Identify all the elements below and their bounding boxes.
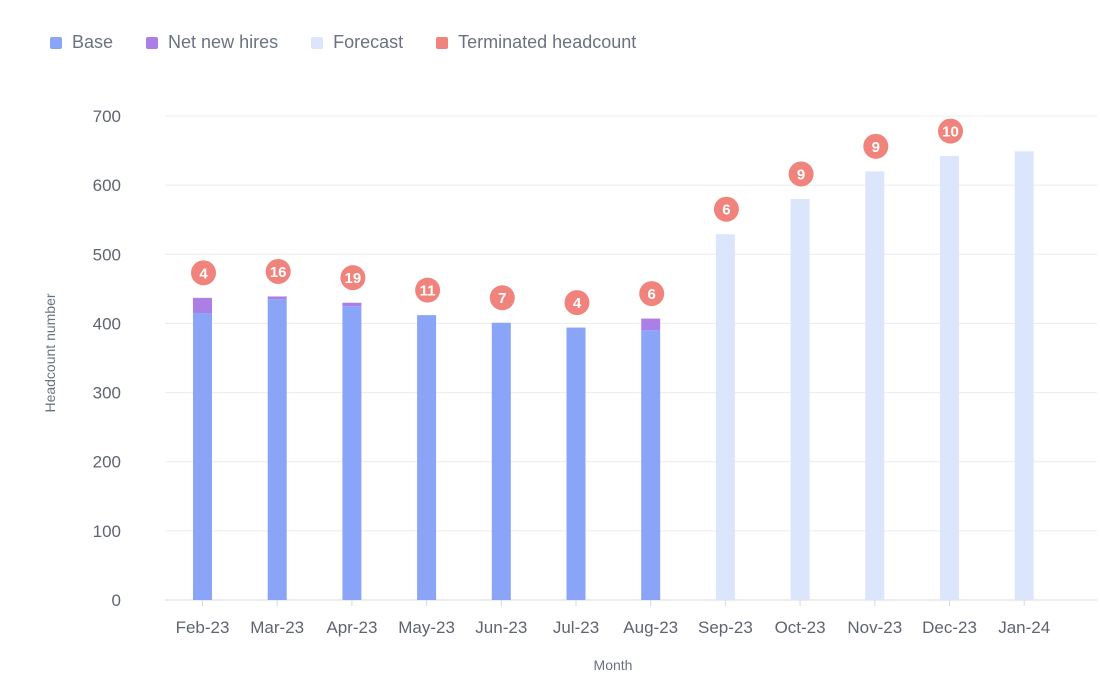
terminated-label: 4 (573, 295, 582, 312)
legend-item-base[interactable]: Base (50, 32, 113, 53)
bar-forecast[interactable] (715, 234, 735, 600)
terminated-marker[interactable] (340, 265, 366, 291)
bar-net-new-hires[interactable] (193, 297, 212, 314)
x-tick-label: Jul-23 (553, 618, 599, 637)
y-tick-label: 0 (112, 591, 121, 610)
terminated-marker[interactable] (713, 196, 739, 222)
legend-swatch-forecast (311, 36, 324, 49)
x-tick-label: Mar-23 (250, 618, 304, 637)
y-tick-label: 400 (93, 314, 121, 333)
y-tick-label: 100 (93, 522, 121, 541)
y-tick-label: 200 (93, 453, 121, 472)
bar-forecast[interactable] (940, 156, 959, 601)
x-tick-label: Apr-23 (326, 618, 377, 637)
legend-item-forecast[interactable]: Forecast (311, 32, 403, 53)
terminated-marker[interactable] (564, 290, 590, 316)
legend-swatch-base (50, 36, 62, 49)
bar-forecast[interactable] (790, 198, 810, 600)
terminated-marker[interactable] (489, 285, 515, 311)
bar-base[interactable] (566, 327, 586, 600)
terminated-marker[interactable] (191, 260, 216, 286)
terminated-label: 11 (420, 283, 436, 300)
terminated-label: 6 (648, 286, 656, 303)
y-axis-title: Headcount number (42, 293, 58, 412)
x-axis: Feb-23 Mar-23 Apr-23 May-23 Jun-23 Jul-23 Aug-… (176, 600, 1050, 637)
legend-item-net-new-hires[interactable]: Net new hires (146, 32, 278, 53)
x-tick-label: Nov-23 (847, 618, 902, 637)
terminated-label: 4 (199, 265, 208, 282)
legend: Base Net new hires Forecast Terminated h… (50, 32, 636, 53)
bar-base[interactable] (417, 315, 437, 600)
legend-swatch-net-new-hires (146, 36, 159, 49)
bar-net-new-hires[interactable] (267, 296, 287, 300)
terminated-label: 6 (722, 202, 730, 219)
y-tick-label: 500 (93, 245, 121, 264)
terminated-marker[interactable] (415, 277, 441, 303)
x-tick-label: Dec-23 (922, 618, 977, 637)
bar-base[interactable] (267, 299, 287, 600)
legend-label-base: Base (72, 32, 114, 52)
terminated-label: 9 (872, 139, 880, 156)
legend-item-terminated-headcount[interactable]: Terminated headcount (436, 32, 636, 53)
x-tick-label: Jun-23 (475, 618, 527, 637)
y-tick-label: 300 (93, 384, 121, 403)
terminated-marker[interactable] (938, 118, 963, 144)
legend-label-terminated-headcount: Terminated headcount (458, 32, 637, 52)
bar-base[interactable] (491, 322, 511, 600)
terminated-marker[interactable] (863, 133, 889, 159)
x-tick-label: May-23 (398, 618, 455, 637)
bar-base[interactable] (641, 330, 661, 600)
y-tick-label: 700 (93, 107, 121, 126)
bar-base[interactable] (342, 306, 362, 600)
bar-forecast[interactable] (865, 171, 885, 601)
bar-net-new-hires[interactable] (342, 302, 362, 307)
bar-net-new-hires[interactable] (641, 318, 661, 331)
terminated-label: 10 (942, 124, 959, 141)
x-tick-label: Aug-23 (623, 618, 678, 637)
y-axis: 0 100 200 300 400 500 600 700 (93, 107, 121, 610)
legend-label-net-new-hires: Net new hires (168, 32, 279, 52)
x-tick-label: Jan-24 (998, 618, 1050, 637)
terminated-label: 9 (797, 166, 805, 183)
legend-swatch-terminated-headcount (436, 36, 449, 49)
terminated-label: 7 (498, 290, 506, 307)
bars (193, 151, 1034, 601)
legend-label-forecast: Forecast (333, 32, 404, 52)
x-tick-label: Oct-23 (775, 618, 826, 637)
terminated-marker[interactable] (788, 161, 814, 187)
terminated-markers: 4 16 19 11 7 4 6 6 9 9 10 (191, 118, 963, 316)
bar-forecast[interactable] (1014, 151, 1034, 600)
x-tick-label: Sep-23 (698, 618, 753, 637)
terminated-marker[interactable] (265, 258, 291, 284)
y-tick-label: 600 (93, 176, 121, 195)
x-axis-title: Month (594, 657, 633, 673)
x-tick-label: Feb-23 (176, 618, 230, 637)
terminated-marker[interactable] (639, 281, 665, 307)
bar-base[interactable] (193, 313, 212, 600)
terminated-label: 19 (345, 270, 362, 287)
terminated-label: 16 (270, 264, 287, 281)
